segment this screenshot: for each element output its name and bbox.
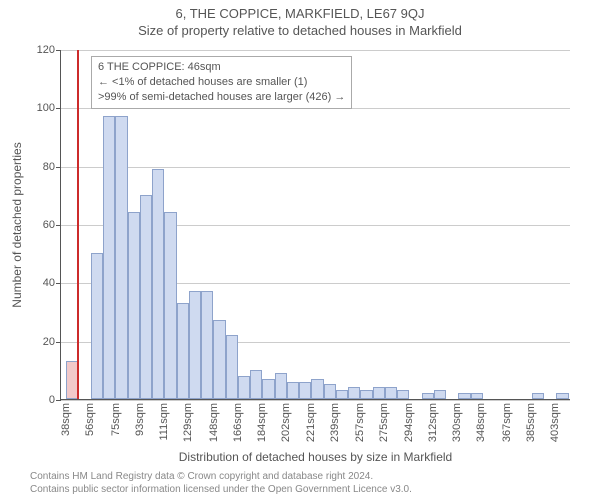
histogram-bar xyxy=(458,393,470,399)
info-line-1: 6 THE COPPICE: 46sqm xyxy=(98,60,345,75)
xtick-label: 385sqm xyxy=(525,403,537,442)
xtick-label: 38sqm xyxy=(60,403,72,436)
ytick-mark xyxy=(56,225,61,226)
histogram-bar xyxy=(238,376,250,399)
xtick-label: 129sqm xyxy=(182,403,194,442)
xtick-label: 294sqm xyxy=(403,403,415,442)
histogram-bar xyxy=(128,212,140,399)
xtick-label: 202sqm xyxy=(280,403,292,442)
ytick-mark xyxy=(56,400,61,401)
xtick-label: 93sqm xyxy=(134,403,146,436)
histogram-bar xyxy=(226,335,238,399)
histogram-bar xyxy=(471,393,483,399)
histogram-bar xyxy=(177,303,189,399)
ytick-label: 20 xyxy=(43,336,55,348)
xtick-label: 75sqm xyxy=(110,403,122,436)
xtick-label: 221sqm xyxy=(305,403,317,442)
histogram-bar xyxy=(532,393,544,399)
title-address: 6, THE COPPICE, MARKFIELD, LE67 9QJ xyxy=(0,0,600,21)
histogram-bar xyxy=(103,116,115,399)
footer-line-2: Contains public sector information licen… xyxy=(30,484,412,497)
histogram-bar xyxy=(115,116,127,399)
marker-line xyxy=(77,50,79,399)
histogram-bar xyxy=(397,390,409,399)
histogram-bar xyxy=(140,195,152,399)
histogram-bar xyxy=(373,387,385,399)
xtick-label: 403sqm xyxy=(549,403,561,442)
ytick-label: 80 xyxy=(43,161,55,173)
ytick-label: 0 xyxy=(49,394,55,406)
ytick-mark xyxy=(56,108,61,109)
info-box: 6 THE COPPICE: 46sqm ← <1% of detached h… xyxy=(91,56,352,109)
grid-line xyxy=(61,167,570,168)
histogram-bar xyxy=(311,379,323,399)
histogram-bar xyxy=(422,393,434,399)
histogram-bar xyxy=(152,169,164,399)
histogram-bar xyxy=(189,291,201,399)
histogram-bar xyxy=(164,212,176,399)
ytick-mark xyxy=(56,283,61,284)
xtick-label: 367sqm xyxy=(501,403,513,442)
xtick-label: 275sqm xyxy=(378,403,390,442)
histogram-bar xyxy=(360,390,372,399)
xtick-label: 184sqm xyxy=(256,403,268,442)
xtick-label: 111sqm xyxy=(158,403,170,441)
xtick-label: 148sqm xyxy=(208,403,220,442)
histogram-bar xyxy=(299,382,311,400)
histogram-bar xyxy=(556,393,568,399)
histogram-bar xyxy=(287,382,299,400)
chart-container: 6, THE COPPICE, MARKFIELD, LE67 9QJ Size… xyxy=(0,0,600,500)
xtick-label: 166sqm xyxy=(232,403,244,442)
histogram-bar xyxy=(324,384,336,399)
info-line-3: >99% of semi-detached houses are larger … xyxy=(98,90,345,105)
title-subtitle: Size of property relative to detached ho… xyxy=(0,21,600,38)
histogram-bar xyxy=(336,390,348,399)
histogram-bar xyxy=(434,390,446,399)
y-axis-label: Number of detached properties xyxy=(10,142,24,307)
histogram-bar xyxy=(385,387,397,399)
xtick-label: 257sqm xyxy=(354,403,366,442)
ytick-label: 120 xyxy=(37,44,55,56)
histogram-bar xyxy=(275,373,287,399)
xtick-label: 312sqm xyxy=(427,403,439,442)
histogram-bar xyxy=(213,320,225,399)
grid-line xyxy=(61,50,570,51)
ytick-label: 40 xyxy=(43,277,55,289)
ytick-label: 60 xyxy=(43,219,55,231)
footer-line-1: Contains HM Land Registry data © Crown c… xyxy=(30,471,412,484)
xtick-label: 330sqm xyxy=(451,403,463,442)
info-line-2: ← <1% of detached houses are smaller (1) xyxy=(98,75,345,90)
histogram-bar xyxy=(348,387,360,399)
histogram-bar xyxy=(201,291,213,399)
ytick-mark xyxy=(56,342,61,343)
ytick-mark xyxy=(56,50,61,51)
histogram-bar xyxy=(262,379,274,399)
x-axis-label: Distribution of detached houses by size … xyxy=(61,450,570,464)
plot-area: Distribution of detached houses by size … xyxy=(60,50,570,400)
histogram-bar xyxy=(250,370,262,399)
ytick-mark xyxy=(56,167,61,168)
histogram-bar xyxy=(91,253,103,399)
footer: Contains HM Land Registry data © Crown c… xyxy=(30,471,412,496)
xtick-label: 239sqm xyxy=(329,403,341,442)
grid-line xyxy=(61,400,570,401)
xtick-label: 348sqm xyxy=(475,403,487,442)
ytick-label: 100 xyxy=(37,102,55,114)
xtick-label: 56sqm xyxy=(84,403,96,436)
